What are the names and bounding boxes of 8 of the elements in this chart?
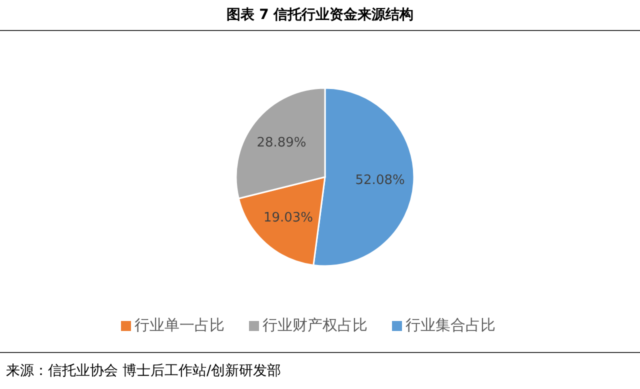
legend-label: 行业单一占比	[134, 316, 224, 334]
chart-title: 图表 7 信托行业资金来源结构	[225, 6, 415, 24]
data-label: 19.03%	[263, 210, 314, 226]
data-label: 28.89%	[256, 136, 306, 151]
legend-label: 行业集合占比	[406, 316, 496, 334]
data-label: 52.08%	[355, 173, 405, 188]
legend-label: 行业财产权占比	[262, 316, 368, 334]
source-note: 来源：信托业协会 博士后工作站/创新研发部	[6, 362, 282, 380]
